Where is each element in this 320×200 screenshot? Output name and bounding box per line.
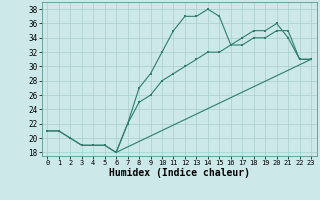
X-axis label: Humidex (Indice chaleur): Humidex (Indice chaleur)	[109, 168, 250, 178]
